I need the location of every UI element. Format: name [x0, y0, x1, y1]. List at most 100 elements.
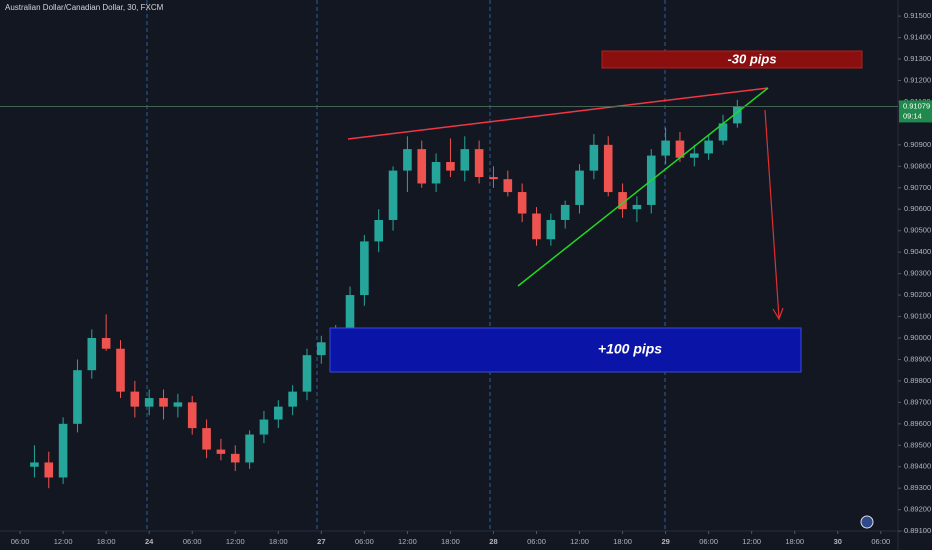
y-tick-label: 0.89700: [904, 397, 931, 406]
y-tick-label: 0.90800: [904, 161, 931, 170]
y-tick-label: 0.90900: [904, 140, 931, 149]
candle-body: [374, 219, 384, 242]
long-target-label: +100 pips: [598, 341, 662, 357]
candle-body: [560, 204, 570, 220]
y-tick-label: 0.89100: [904, 526, 931, 535]
candle-body: [44, 462, 54, 478]
candles: [30, 99, 742, 489]
candle-body: [532, 213, 541, 240]
candle-body: [618, 192, 627, 210]
candle-body: [489, 177, 498, 180]
candle-body: [116, 348, 125, 392]
candle-body: [503, 179, 513, 193]
candle-body: [159, 398, 168, 407]
candle-body: [30, 462, 39, 467]
candle-body: [718, 123, 728, 141]
y-tick-label: 0.91500: [904, 11, 931, 20]
candle-body: [733, 106, 742, 124]
short-target-label: -30 pips: [727, 51, 776, 66]
x-tick-label: 06:00: [183, 537, 202, 546]
y-tick-label: 0.90200: [904, 290, 931, 299]
candle-body: [345, 295, 355, 334]
last-price-box: [899, 100, 932, 123]
logo[interactable]: [860, 515, 874, 529]
x-tick-label: 06:00: [527, 537, 546, 546]
candle-body: [575, 170, 584, 205]
target-arrow: [764, 109, 780, 319]
candle-body: [73, 370, 82, 424]
x-tick-label: 28: [489, 537, 497, 546]
candle-body: [216, 449, 226, 454]
candle-body: [689, 153, 699, 158]
candle-body: [474, 149, 484, 178]
countdown-label: 09:14: [903, 111, 922, 120]
candle-body: [273, 406, 283, 420]
y-tick-label: 0.90400: [904, 247, 931, 256]
candle-body: [87, 337, 97, 371]
x-tick-label: 29: [661, 537, 669, 546]
candle-body: [603, 144, 613, 193]
y-tick-label: 0.91400: [904, 33, 931, 42]
last-price-label: 0.91079: [903, 101, 930, 110]
candle-body: [446, 162, 455, 171]
candle-body: [245, 434, 254, 463]
candle-body: [101, 337, 111, 349]
candle-body: [661, 140, 670, 156]
candle-body: [230, 453, 240, 463]
candle-body: [173, 402, 183, 407]
y-tick-label: 0.89500: [904, 440, 931, 449]
candle-body: [187, 402, 197, 429]
day-separators: [146, 0, 666, 530]
target-arrowhead: [772, 307, 784, 321]
x-tick-label: 27: [317, 537, 325, 546]
candle-body: [589, 144, 599, 171]
candle-body: [417, 149, 427, 184]
y-tick-label: 0.90500: [904, 226, 931, 235]
x-tick-label: 12:00: [570, 537, 589, 546]
y-tick-label: 0.89900: [904, 354, 931, 363]
x-tick-label: 18:00: [441, 537, 460, 546]
long-target-box: [329, 327, 802, 373]
candle-body: [58, 423, 68, 478]
short-target-box: [601, 50, 863, 69]
y-tick-label: 0.91300: [904, 54, 931, 63]
candle-body: [360, 241, 369, 296]
candle-body: [460, 149, 470, 171]
candle-body: [302, 355, 312, 392]
x-tick-label: 30: [834, 537, 842, 546]
support-line: [517, 87, 769, 287]
y-tick-label: 0.89200: [904, 505, 931, 514]
candle-body: [431, 162, 441, 184]
candle-body: [704, 140, 713, 154]
x-tick-label: 12:00: [226, 537, 245, 546]
candle-body: [546, 219, 556, 240]
candle-body: [317, 342, 326, 356]
y-tick-label: 0.89600: [904, 419, 931, 428]
y-tick-label: 0.89300: [904, 483, 931, 492]
candle-body: [288, 391, 297, 407]
x-tick-label: 18:00: [785, 537, 804, 546]
x-tick-label: 12:00: [54, 537, 73, 546]
x-tick-label: 06:00: [355, 537, 374, 546]
candle-body: [259, 419, 269, 435]
candle-body: [202, 428, 211, 450]
candle-body: [403, 149, 412, 171]
candle-body: [632, 204, 642, 210]
y-tick-label: 0.90000: [904, 333, 931, 342]
candle-body: [130, 391, 140, 407]
y-tick-label: 0.91200: [904, 75, 931, 84]
y-tick-label: 0.90600: [904, 204, 931, 213]
y-tick-label: 0.89400: [904, 462, 931, 471]
resistance-line: [347, 87, 769, 140]
y-tick-label: 0.90100: [904, 312, 931, 321]
y-tick-label: 0.89800: [904, 376, 931, 385]
x-tick-label: 06:00: [11, 537, 30, 546]
x-tick-label: 18:00: [269, 537, 288, 546]
x-tick-label: 18:00: [97, 537, 116, 546]
x-tick-label: 06:00: [871, 537, 890, 546]
y-tick-label: 0.90700: [904, 183, 931, 192]
y-tick-label: 0.90300: [904, 269, 931, 278]
x-tick-label: 12:00: [398, 537, 417, 546]
